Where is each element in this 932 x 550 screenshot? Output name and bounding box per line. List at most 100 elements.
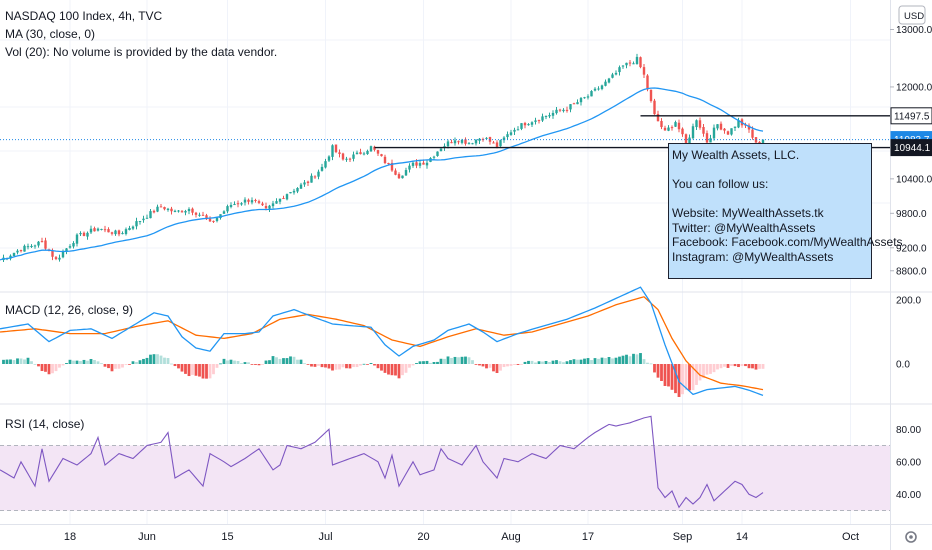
candle-body	[320, 166, 324, 171]
macd-histogram-bar	[229, 359, 233, 364]
macd-histogram-bar	[653, 364, 656, 373]
macd-histogram-bar	[614, 357, 618, 364]
candle-body	[159, 206, 163, 208]
macd-histogram-bar	[705, 364, 709, 375]
macd-histogram-bar	[65, 363, 68, 364]
candle-body	[51, 250, 54, 257]
macd-histogram-bar	[751, 364, 754, 369]
candle-body	[411, 162, 415, 166]
candle-body	[292, 190, 296, 193]
macd-histogram-bar	[387, 364, 390, 375]
macd-histogram-bar	[257, 364, 261, 366]
candle-body	[198, 214, 201, 216]
candle-body	[247, 199, 250, 202]
macd-histogram-bar	[131, 361, 135, 364]
candle-body	[670, 127, 674, 129]
candle-body	[719, 123, 723, 130]
candle-body	[324, 161, 327, 168]
note-box[interactable]: My Wealth Assets, LLC. You can follow us…	[668, 143, 903, 279]
candle-body	[558, 109, 562, 111]
candle-body	[394, 170, 397, 175]
support-price-label: 10944.1	[894, 143, 931, 154]
candle-body	[474, 139, 478, 144]
candle-body	[208, 218, 212, 222]
macd-histogram-bar	[68, 359, 72, 364]
candle-body	[82, 232, 86, 236]
macd-histogram-bar	[163, 357, 166, 364]
macd-histogram-bar	[96, 361, 100, 364]
macd-histogram-bar	[352, 364, 355, 368]
candle-body	[485, 137, 488, 139]
candle-body	[751, 129, 754, 138]
candle-body	[600, 85, 604, 89]
candle-body	[383, 156, 387, 164]
candle-body	[492, 142, 495, 144]
macd-histogram-bar	[37, 364, 40, 367]
candle-body	[201, 214, 205, 216]
price-tick-label: 9200.0	[896, 243, 927, 254]
macd-histogram-bar	[457, 357, 460, 364]
macd-histogram-bar	[142, 358, 145, 364]
macd-histogram-bar	[369, 363, 373, 364]
macd-histogram-bar	[516, 364, 520, 365]
macd-histogram-bar	[268, 360, 271, 364]
macd-histogram-bar	[628, 356, 632, 364]
candle-body	[408, 165, 411, 170]
macd-histogram-bar	[572, 359, 576, 364]
macd-histogram-bar	[355, 364, 359, 368]
candle-body	[415, 162, 418, 166]
candle-body	[551, 112, 555, 116]
macd-histogram-bar	[93, 359, 96, 364]
candle-body	[110, 232, 114, 234]
candle-body	[509, 132, 513, 135]
macd-histogram-bar	[576, 359, 579, 364]
macd-histogram-bar	[250, 364, 254, 365]
candle-body	[604, 81, 607, 86]
macd-histogram-bar	[618, 356, 621, 364]
macd-histogram-bar	[688, 364, 691, 391]
candle-body	[355, 152, 359, 155]
macd-histogram-bar	[593, 358, 597, 364]
candle-body	[723, 128, 726, 131]
candle-body	[26, 246, 30, 248]
candle-body	[173, 210, 177, 212]
settings-gear-icon[interactable]	[905, 531, 917, 543]
candle-body	[205, 215, 208, 220]
macd-histogram-bar	[82, 359, 86, 364]
macd-histogram-bar	[446, 356, 450, 364]
macd-histogram-bar	[292, 356, 296, 364]
candle-body	[422, 162, 425, 165]
candle-body	[534, 120, 537, 122]
candle-body	[338, 152, 341, 154]
candle-body	[579, 98, 583, 103]
candle-body	[331, 145, 334, 157]
macd-histogram-bar	[523, 361, 527, 364]
macd-histogram-bar	[639, 353, 642, 364]
macd-histogram-bar	[422, 361, 425, 364]
candle-body	[446, 141, 450, 147]
macd-histogram-bar	[565, 361, 569, 364]
macd-histogram-bar	[184, 364, 187, 374]
macd-histogram-bar	[740, 364, 744, 367]
macd-histogram-bar	[145, 357, 149, 364]
macd-histogram-bar	[450, 357, 453, 364]
macd-histogram-bar	[670, 364, 674, 390]
macd-histogram-bar	[586, 358, 590, 364]
macd-histogram-bar	[177, 364, 180, 369]
macd-histogram-bar	[16, 358, 19, 364]
macd-histogram-bar	[702, 364, 705, 379]
macd-histogram-bar	[212, 364, 215, 375]
candle-body	[530, 122, 534, 125]
macd-histogram-bar	[418, 361, 422, 364]
ma-30-line	[0, 87, 764, 261]
candle-body	[366, 150, 369, 155]
macd-histogram-bar	[499, 364, 502, 371]
candle-body	[464, 139, 467, 144]
candle-body	[513, 129, 516, 132]
candle-body	[544, 115, 548, 117]
macd-histogram-bar	[198, 364, 201, 377]
candle-body	[390, 162, 394, 171]
macd-histogram-bar	[467, 357, 471, 364]
macd-histogram-bar	[674, 364, 677, 394]
candle-body	[404, 170, 408, 176]
